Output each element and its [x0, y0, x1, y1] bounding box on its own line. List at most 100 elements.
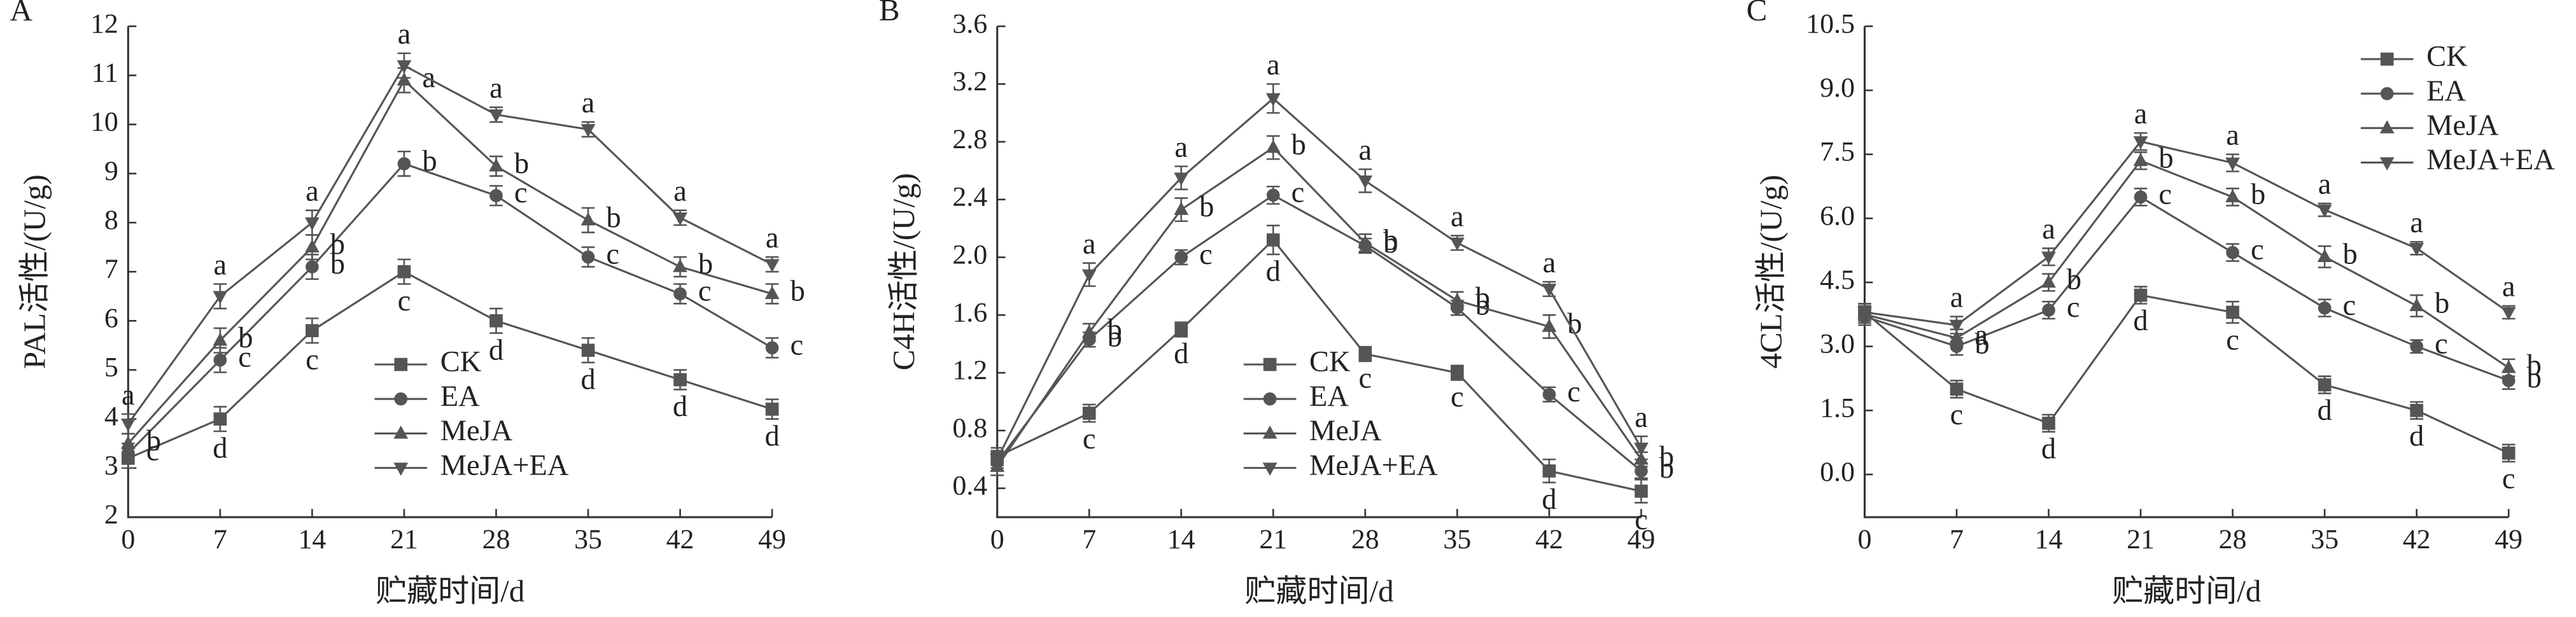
significance-letter: d [1266, 256, 1281, 288]
significance-letter: b [1567, 308, 1582, 340]
significance-letter: d [581, 364, 595, 396]
significance-letter: c [514, 177, 528, 209]
significance-letter: c [1358, 363, 1372, 395]
y-tick-label: 11 [92, 58, 118, 88]
marker [1358, 235, 1373, 249]
y-tick-label: 12 [90, 8, 118, 39]
y-tick-label: 1.6 [952, 297, 987, 328]
x-tick-label: 0 [990, 524, 1004, 555]
significance-letter: a [1358, 134, 1372, 167]
series-line [1864, 140, 2510, 326]
significance-letter: b [606, 202, 621, 234]
y-tick-label: 4 [104, 401, 118, 432]
y-tick-label: 7 [104, 254, 118, 284]
y-axis-label: PAL活性/(U/g) [17, 174, 52, 369]
marker [120, 419, 136, 432]
marker [2133, 136, 2148, 149]
marker [764, 259, 780, 272]
significance-letter: b [146, 425, 161, 457]
significance-letter: b [1974, 328, 1989, 360]
y-tick-label: 0.0 [1820, 457, 1855, 487]
marker [1542, 387, 1556, 401]
x-tick-label: 14 [298, 524, 326, 555]
significance-letter: a [1267, 49, 1280, 81]
significance-letter: d [489, 334, 503, 366]
marker [2502, 373, 2516, 387]
significance-letter: d [213, 433, 227, 465]
marker [213, 332, 228, 346]
marker [1542, 464, 1556, 478]
marker [1449, 293, 1465, 306]
legend-marker [393, 426, 409, 439]
significance-letter: a [122, 379, 135, 412]
y-tick-label: 2 [104, 499, 118, 530]
marker [305, 217, 320, 231]
y-tick-label: 3.0 [1820, 329, 1855, 359]
y-tick-label: 2.8 [952, 124, 987, 155]
x-tick-label: 14 [1167, 524, 1195, 555]
significance-letter: b [330, 248, 345, 281]
significance-letter: d [1542, 483, 1556, 516]
legend-label: CK [1309, 346, 1351, 378]
marker [1949, 319, 1964, 333]
marker [673, 259, 687, 272]
significance-letter: d [764, 420, 779, 452]
marker [1174, 322, 1188, 336]
legend-label: CK [2426, 41, 2468, 73]
marker [1081, 269, 1097, 283]
significance-letter: d [2409, 420, 2424, 452]
legend-label: MeJA [440, 415, 513, 447]
series-line [996, 97, 1642, 460]
legend-marker [2380, 87, 2394, 101]
marker [397, 72, 412, 86]
y-tick-label: 0.8 [952, 413, 987, 443]
x-tick-label: 49 [2495, 524, 2523, 555]
y-tick-label: 4.5 [1820, 265, 1855, 295]
legend-label: MeJA+EA [2426, 144, 2555, 176]
significance-letter: b [2251, 178, 2265, 211]
significance-letter: b [514, 148, 529, 180]
marker [581, 124, 596, 137]
y-tick-label: 3.6 [952, 8, 987, 39]
legend-label: EA [1309, 380, 1349, 413]
marker [1449, 237, 1465, 251]
significance-letter: b [2342, 238, 2357, 270]
x-tick-label: 49 [1627, 524, 1655, 555]
panel-label: A [10, 0, 32, 27]
significance-letter: b [698, 248, 713, 281]
significance-letter: a [582, 87, 595, 120]
series-line [1864, 294, 2509, 454]
marker [1174, 202, 1189, 215]
series-line [996, 194, 1642, 472]
significance-letter: b [422, 145, 437, 177]
significance-letter: a [1950, 281, 1964, 314]
significance-letter: a [2410, 207, 2423, 239]
x-tick-label: 7 [213, 524, 227, 555]
significance-letter: c [1292, 177, 1305, 209]
x-tick-label: 21 [390, 524, 418, 555]
significance-letter: c [2342, 289, 2356, 322]
series-line [127, 78, 773, 445]
significance-letter: a [2318, 169, 2332, 201]
significance-letter: a [2226, 119, 2239, 151]
series-line [1864, 159, 2510, 369]
x-tick-label: 0 [121, 524, 135, 555]
significance-letter: d [673, 391, 687, 423]
marker [1950, 382, 1964, 396]
legend-marker [393, 462, 409, 476]
y-tick-label: 8 [104, 205, 118, 235]
marker [2225, 189, 2240, 203]
significance-letter: c [1567, 376, 1580, 408]
marker [1542, 319, 1557, 332]
x-tick-label: 35 [1443, 524, 1471, 555]
y-tick-label: 1.2 [952, 355, 987, 385]
significance-letter: b [2527, 349, 2542, 382]
significance-letter: c [1635, 504, 1648, 536]
significance-letter: c [2067, 291, 2080, 324]
significance-letter: c [1451, 381, 1464, 413]
y-tick-label: 0.4 [952, 471, 987, 501]
significance-letter: a [214, 249, 227, 281]
marker [1174, 172, 1189, 186]
y-tick-label: 2.0 [952, 240, 987, 270]
marker [1451, 366, 1464, 380]
